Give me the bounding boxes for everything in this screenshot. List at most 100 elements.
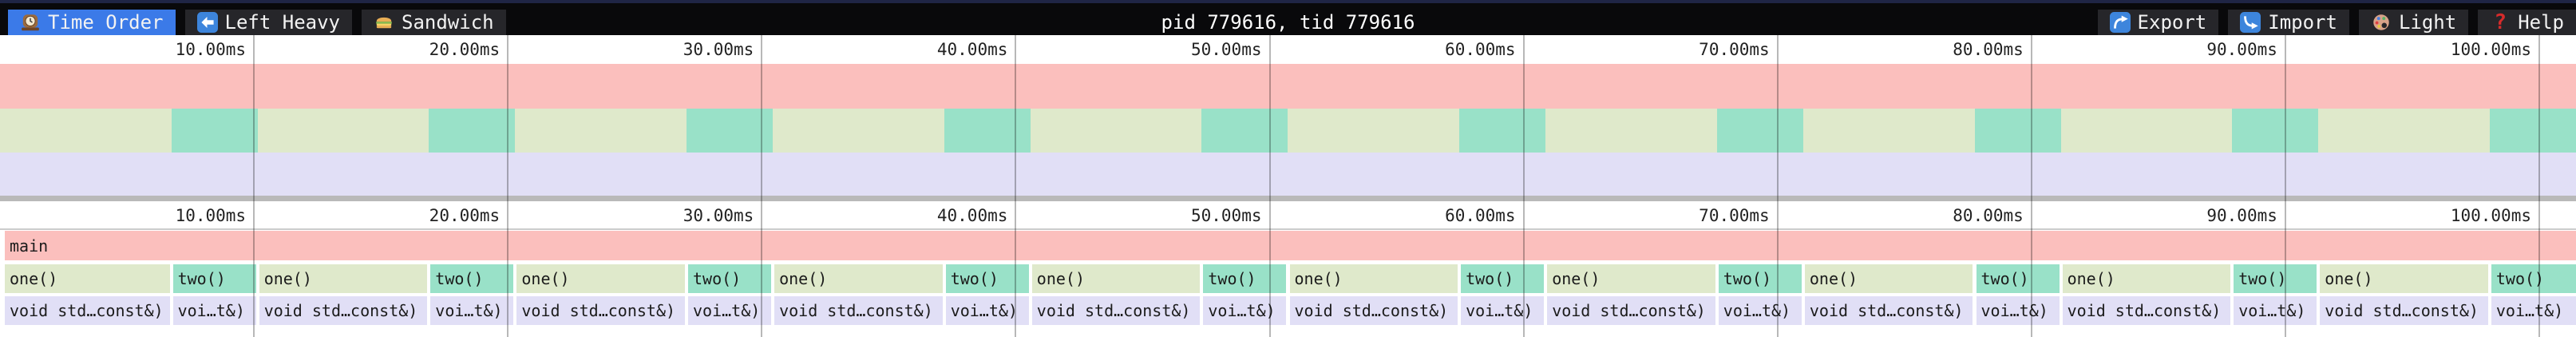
frame-two[interactable]: two() [172,264,256,293]
time-tick-label: 70.00ms [1699,206,1770,225]
minimap-two-segment [687,109,774,153]
minimap-divider [0,196,2576,201]
time-tick-label: 40.00ms [936,40,1008,59]
export-icon [2109,12,2131,33]
flamegraph-time-ruler: 10.00ms 20.00ms 30.00ms 40.00ms 50.00ms 60.00… [0,201,2576,230]
minimap-two-segment [429,109,516,153]
clock-icon [20,12,41,33]
frame-leaf-one[interactable]: void std…const&) [1804,296,1973,325]
time-tick-label: 30.00ms [683,206,754,225]
time-tick-label: 80.00ms [1953,206,2024,225]
tab-sandwich[interactable]: Sandwich [362,10,506,35]
flame-row-leaves: void std…const&) voi…t&) void std…const&) v… [0,296,2576,325]
action-export-label: Export [2137,11,2207,34]
time-tick-label: 40.00ms [936,206,1008,225]
frame-leaf-one[interactable]: void std…const&) [1031,296,1201,325]
frame-leaf-two[interactable]: voi…t&) [1203,296,1287,325]
frame-leaf-one[interactable]: void std…const&) [259,296,428,325]
minimap-two-segment [2232,109,2319,153]
time-tick-label: 10.00ms [175,206,247,225]
time-tick-label: 50.00ms [1190,206,1262,225]
frame-two[interactable]: two() [2234,264,2317,293]
frame-two[interactable]: two() [1718,264,1802,293]
time-tick-label: 100.00ms [2450,40,2531,59]
frame-leaf-one[interactable]: void std…const&) [1547,296,1715,325]
frame-two[interactable]: two() [430,264,514,293]
minimap-two-segment [1974,109,2061,153]
window-top-accent [0,0,2576,3]
frame-one[interactable]: one() [1289,264,1458,293]
frame-leaf-two[interactable]: voi…t&) [172,296,256,325]
time-tick-label: 30.00ms [683,40,754,59]
minimap-row-calls [0,109,2576,153]
minimap-row-leaves [0,153,2576,196]
frame-two[interactable]: two() [2491,264,2576,293]
minimap-two-segment [1201,109,1288,153]
minimap-two-segment [171,109,258,153]
flame-row-calls: one() two() one() two() one() two() one() two()… [0,264,2576,293]
tab-bar: Time Order Left Heavy Sandwich [8,10,506,35]
action-import-label: Import [2268,11,2337,34]
frame-leaf-two[interactable]: voi…t&) [1718,296,1802,325]
frame-leaf-one[interactable]: void std…const&) [774,296,943,325]
tab-left-heavy[interactable]: Left Heavy [184,10,352,35]
palette-icon [2371,12,2392,33]
help-icon: ? [2494,10,2507,34]
tab-left-heavy-label: Left Heavy [224,11,341,34]
frame-leaf-one[interactable]: void std…const&) [2062,296,2231,325]
frame-one[interactable]: one() [1031,264,1201,293]
time-tick-label: 20.00ms [429,206,501,225]
frame-one[interactable]: one() [1547,264,1715,293]
minimap[interactable] [0,64,2576,201]
frame-one[interactable]: one() [259,264,428,293]
frame-leaf-two[interactable]: voi…t&) [2234,296,2317,325]
frame-one[interactable]: one() [774,264,943,293]
time-tick-label: 70.00ms [1699,40,1770,59]
time-tick-label: 10.00ms [175,40,247,59]
frame-one[interactable]: one() [2320,264,2488,293]
flame-row-main: main [0,231,2576,260]
minimap-two-segment [1459,109,1546,153]
toolbar-actions: Export Import Light? Help [2097,10,2576,35]
frame-one[interactable]: one() [1804,264,1973,293]
sandwich-icon [374,12,394,33]
minimap-two-segment [2489,109,2576,153]
frame-two[interactable]: two() [688,264,772,293]
frame-two[interactable]: two() [1203,264,1287,293]
window-title: pid 779616, tid 779616 [1161,11,1415,34]
tab-time-order[interactable]: Time Order [8,10,176,35]
frame-leaf-one[interactable]: void std…const&) [5,296,170,325]
frame-one[interactable]: one() [516,264,685,293]
frame-two[interactable]: two() [1976,264,2060,293]
time-tick-label: 60.00ms [1445,206,1516,225]
action-export[interactable]: Export [2097,10,2219,35]
time-tick-label: 80.00ms [1953,40,2024,59]
import-icon [2240,12,2261,33]
action-help[interactable]: ? Help [2478,10,2576,35]
frame-leaf-two[interactable]: voi…t&) [1461,296,1545,325]
frame-leaf-one[interactable]: void std…const&) [516,296,685,325]
flamegraph: main one() two() one() two() one() two() one()… [0,230,2576,337]
frame-two[interactable]: two() [945,264,1029,293]
action-help-label: Help [2518,11,2564,34]
frame-leaf-two[interactable]: voi…t&) [2491,296,2576,325]
tab-time-order-label: Time Order [48,11,164,34]
action-theme-label: Light [2398,11,2457,34]
action-import[interactable]: Import [2228,10,2349,35]
frame-leaf-one[interactable]: void std…const&) [2320,296,2488,325]
minimap-time-ruler: 10.00ms 20.00ms 30.00ms 40.00ms 50.00ms 60.00… [0,35,2576,64]
frame-one[interactable]: one() [2062,264,2231,293]
frame-leaf-two[interactable]: voi…t&) [1976,296,2060,325]
left-arrow-icon [196,12,218,33]
action-theme[interactable]: Light [2358,10,2469,35]
frame-leaf-two[interactable]: voi…t&) [430,296,514,325]
minimap-row-main [0,64,2576,109]
frame-one[interactable]: one() [5,264,170,293]
frame-main[interactable]: main [5,231,2576,260]
frame-leaf-one[interactable]: void std…const&) [1289,296,1458,325]
frame-leaf-two[interactable]: voi…t&) [688,296,772,325]
frame-two[interactable]: two() [1461,264,1545,293]
time-tick-label: 100.00ms [2450,206,2531,225]
frame-leaf-two[interactable]: voi…t&) [945,296,1029,325]
